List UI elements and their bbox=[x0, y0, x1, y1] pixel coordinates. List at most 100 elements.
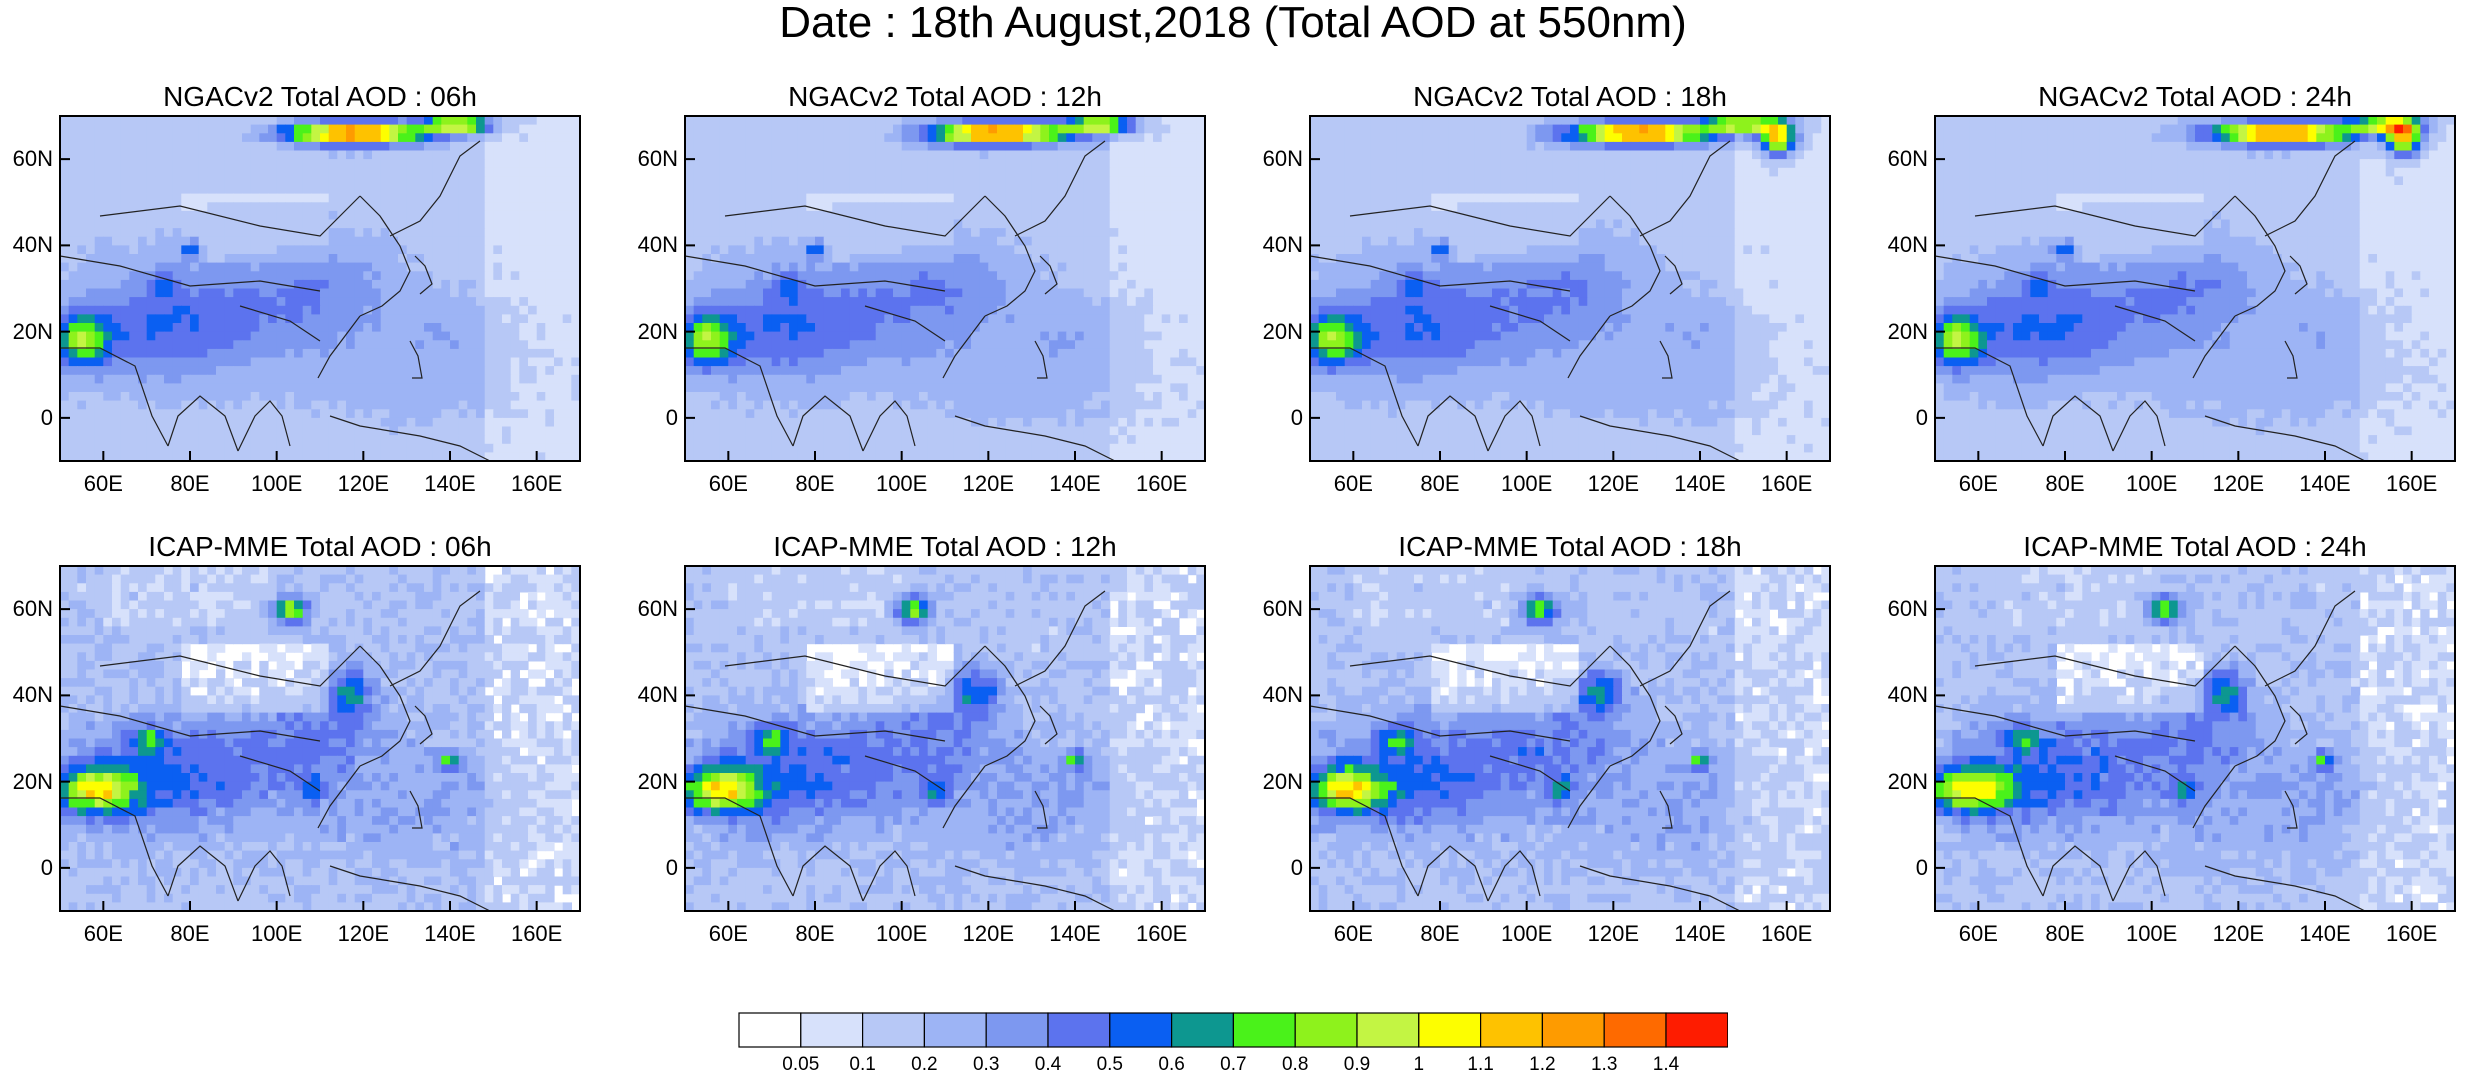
colorbar-label: 1.3 bbox=[1579, 1055, 1629, 1075]
lon-tick-label: 60E bbox=[1318, 923, 1388, 945]
lat-tick-label: 60N bbox=[9, 598, 53, 620]
lon-tick-label: 80E bbox=[2030, 473, 2100, 495]
lon-tick-label: 80E bbox=[2030, 923, 2100, 945]
lat-tick-label: 60N bbox=[1884, 598, 1928, 620]
lon-tick-label: 140E bbox=[1040, 923, 1110, 945]
panel-title: ICAP-MME Total AOD : 18h bbox=[1310, 528, 1830, 566]
lat-tick-label: 40N bbox=[1259, 684, 1303, 706]
lat-tick-label: 40N bbox=[634, 234, 678, 256]
aod-map bbox=[685, 566, 1205, 911]
lon-tick-label: 160E bbox=[2377, 923, 2447, 945]
lat-tick-label: 40N bbox=[634, 684, 678, 706]
colorbar-label: 0.3 bbox=[961, 1055, 1011, 1075]
lat-tick-label: 20N bbox=[634, 771, 678, 793]
panel-title: ICAP-MME Total AOD : 12h bbox=[685, 528, 1205, 566]
lat-tick-label: 0 bbox=[9, 407, 53, 429]
colorbar-label: 1.1 bbox=[1456, 1055, 1506, 1075]
colorbar-label: 0.6 bbox=[1147, 1055, 1197, 1075]
colorbar-label: 0.4 bbox=[1023, 1055, 1073, 1075]
lat-tick-label: 40N bbox=[9, 234, 53, 256]
colorbar-label: 0.7 bbox=[1208, 1055, 1258, 1075]
lon-tick-label: 120E bbox=[2203, 473, 2273, 495]
lon-tick-label: 60E bbox=[693, 473, 763, 495]
lat-tick-label: 60N bbox=[1259, 598, 1303, 620]
lon-tick-label: 120E bbox=[1578, 473, 1648, 495]
lon-tick-label: 140E bbox=[415, 473, 485, 495]
lon-tick-label: 80E bbox=[780, 473, 850, 495]
lat-tick-label: 20N bbox=[1259, 321, 1303, 343]
lat-tick-label: 0 bbox=[9, 857, 53, 879]
lon-tick-label: 60E bbox=[1943, 473, 2013, 495]
colorbar-label: 0.8 bbox=[1270, 1055, 1320, 1075]
lon-tick-label: 100E bbox=[1492, 473, 1562, 495]
lat-tick-label: 0 bbox=[1884, 857, 1928, 879]
colorbar-swatch bbox=[863, 1013, 925, 1047]
lon-tick-label: 80E bbox=[780, 923, 850, 945]
lat-tick-label: 60N bbox=[1884, 148, 1928, 170]
lon-tick-label: 120E bbox=[1578, 923, 1648, 945]
lon-tick-label: 100E bbox=[867, 473, 937, 495]
colorbar-swatch bbox=[1419, 1013, 1481, 1047]
lon-tick-label: 140E bbox=[2290, 923, 2360, 945]
colorbar-swatch bbox=[739, 1013, 801, 1047]
lat-tick-label: 60N bbox=[634, 148, 678, 170]
colorbar-swatch bbox=[801, 1013, 863, 1047]
lon-tick-label: 120E bbox=[328, 473, 398, 495]
lon-tick-label: 100E bbox=[2117, 923, 2187, 945]
colorbar-label: 0.5 bbox=[1085, 1055, 1135, 1075]
colorbar-label: 0.1 bbox=[838, 1055, 888, 1075]
lat-tick-label: 40N bbox=[1259, 234, 1303, 256]
lon-tick-label: 100E bbox=[2117, 473, 2187, 495]
lon-tick-label: 60E bbox=[68, 923, 138, 945]
aod-map bbox=[1935, 566, 2455, 911]
lon-tick-label: 160E bbox=[1752, 473, 1822, 495]
lon-tick-label: 80E bbox=[1405, 473, 1475, 495]
panel-title: NGACv2 Total AOD : 12h bbox=[685, 78, 1205, 116]
lon-tick-label: 160E bbox=[1127, 473, 1197, 495]
lon-tick-label: 140E bbox=[415, 923, 485, 945]
lat-tick-label: 0 bbox=[1884, 407, 1928, 429]
colorbar-swatch bbox=[1295, 1013, 1357, 1047]
lon-tick-label: 80E bbox=[155, 923, 225, 945]
colorbar-swatch bbox=[986, 1013, 1048, 1047]
lon-tick-label: 160E bbox=[502, 473, 572, 495]
aod-map bbox=[60, 566, 580, 911]
aod-colorbar bbox=[738, 1012, 1728, 1048]
colorbar-swatch bbox=[1542, 1013, 1604, 1047]
lon-tick-label: 60E bbox=[693, 923, 763, 945]
lat-tick-label: 20N bbox=[9, 771, 53, 793]
lon-tick-label: 160E bbox=[2377, 473, 2447, 495]
panel-title: NGACv2 Total AOD : 18h bbox=[1310, 78, 1830, 116]
lon-tick-label: 120E bbox=[953, 923, 1023, 945]
lon-tick-label: 160E bbox=[1127, 923, 1197, 945]
lon-tick-label: 140E bbox=[1665, 923, 1735, 945]
panel-title: ICAP-MME Total AOD : 24h bbox=[1935, 528, 2455, 566]
colorbar-swatch bbox=[1604, 1013, 1666, 1047]
lat-tick-label: 20N bbox=[1884, 771, 1928, 793]
lon-tick-label: 60E bbox=[1318, 473, 1388, 495]
lon-tick-label: 140E bbox=[2290, 473, 2360, 495]
lon-tick-label: 160E bbox=[1752, 923, 1822, 945]
colorbar-swatch bbox=[1110, 1013, 1172, 1047]
lon-tick-label: 160E bbox=[502, 923, 572, 945]
aod-map bbox=[1310, 566, 1830, 911]
lon-tick-label: 80E bbox=[1405, 923, 1475, 945]
aod-map bbox=[1935, 116, 2455, 461]
lon-tick-label: 100E bbox=[242, 923, 312, 945]
lat-tick-label: 0 bbox=[634, 407, 678, 429]
aod-map bbox=[1310, 116, 1830, 461]
lon-tick-label: 100E bbox=[1492, 923, 1562, 945]
colorbar-swatch bbox=[1233, 1013, 1295, 1047]
lon-tick-label: 140E bbox=[1665, 473, 1735, 495]
colorbar-label: 0.9 bbox=[1332, 1055, 1382, 1075]
lon-tick-label: 60E bbox=[68, 473, 138, 495]
lat-tick-label: 20N bbox=[1259, 771, 1303, 793]
lat-tick-label: 60N bbox=[9, 148, 53, 170]
lon-tick-label: 60E bbox=[1943, 923, 2013, 945]
